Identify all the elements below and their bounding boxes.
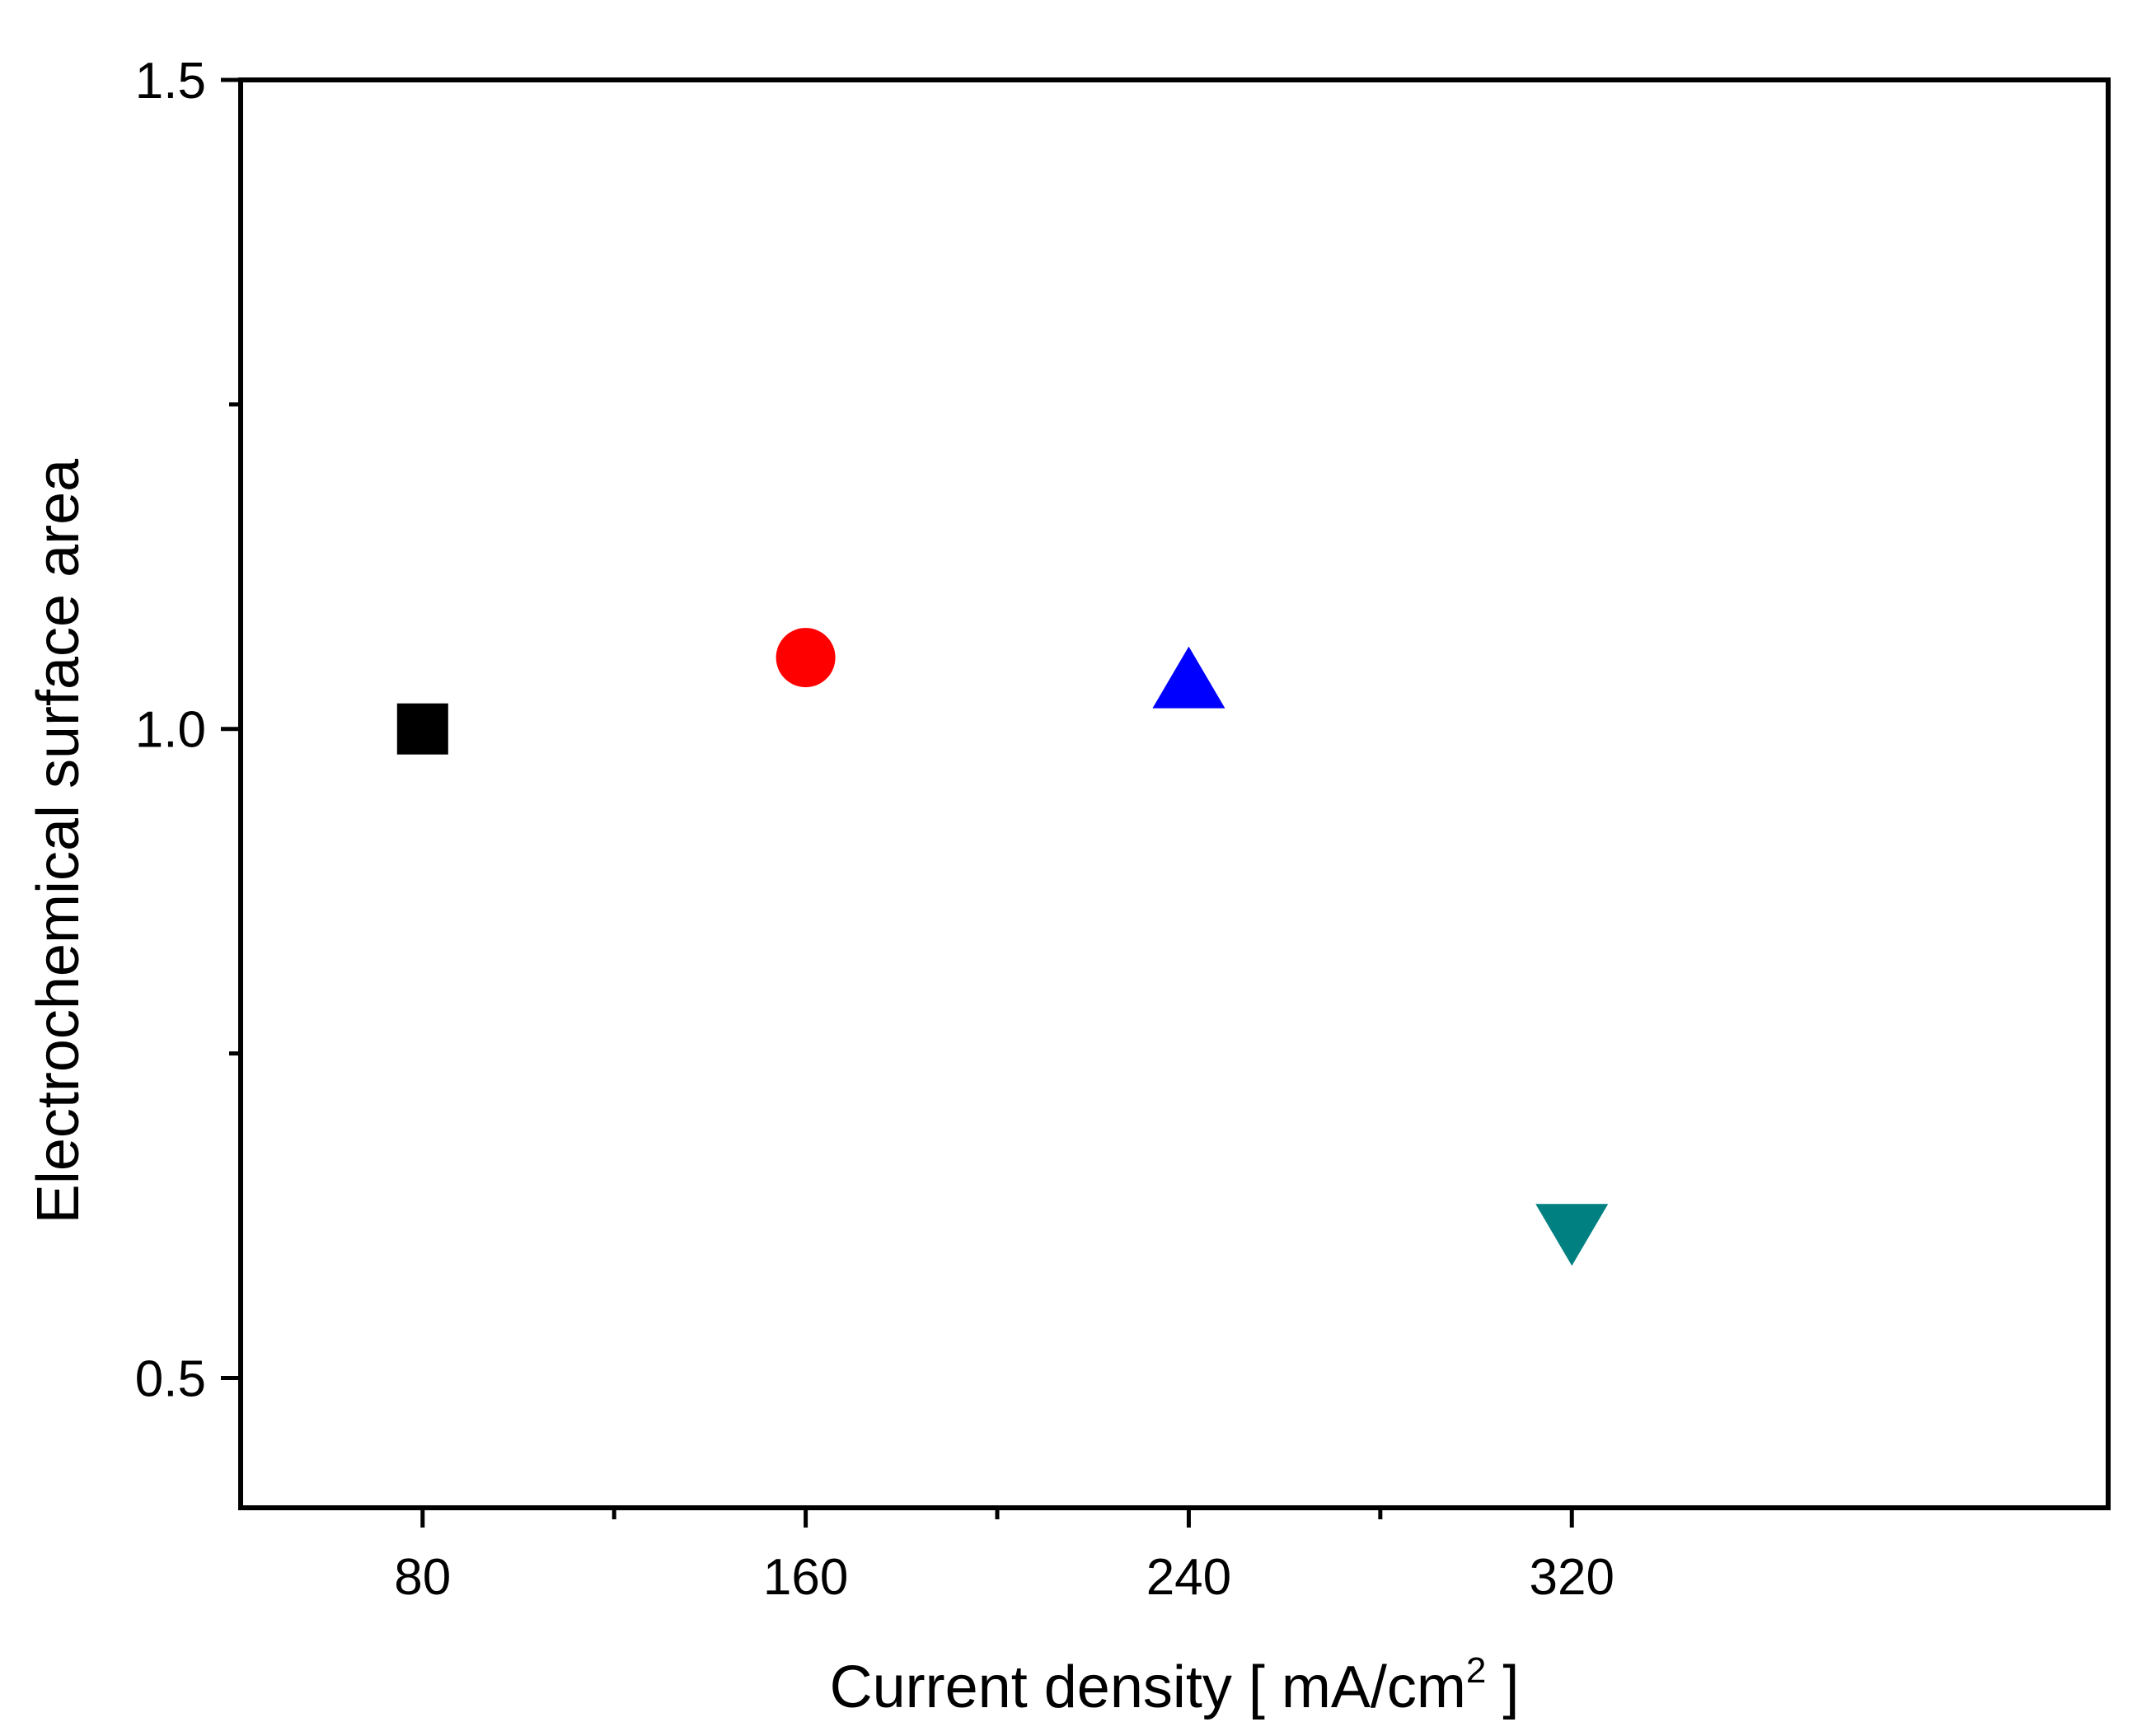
y-tick-label: 1.0 bbox=[135, 702, 206, 759]
y-tick-label: 1.5 bbox=[135, 53, 206, 110]
x-tick-label: 320 bbox=[1530, 1549, 1614, 1606]
y-tick-label: 0.5 bbox=[135, 1350, 206, 1407]
x-tick-label: 80 bbox=[394, 1549, 451, 1606]
triangle-down-marker bbox=[1535, 1204, 1609, 1266]
circle-marker bbox=[776, 628, 836, 688]
x-tick-label: 160 bbox=[763, 1549, 848, 1606]
y-axis-title: Electrochemical surface area bbox=[26, 458, 91, 1224]
triangle-up-marker bbox=[1152, 646, 1225, 709]
x-tick-label: 240 bbox=[1146, 1549, 1231, 1606]
x-axis-title-main: Current density [ mA/cm bbox=[830, 1654, 1466, 1720]
plot-frame bbox=[238, 77, 2111, 1510]
x-axis-ticks: 80 160 240 320 bbox=[394, 1508, 1614, 1606]
square-marker bbox=[396, 703, 448, 755]
x-axis-title: Current density [ mA/cm2 ] bbox=[830, 1650, 1520, 1720]
y-axis-ticks: 0.5 1.0 1.5 bbox=[135, 53, 241, 1407]
x-axis-title-suffix: ] bbox=[1486, 1654, 1519, 1720]
x-axis-title-superscript: 2 bbox=[1466, 1650, 1486, 1691]
data-points bbox=[396, 628, 1609, 1266]
